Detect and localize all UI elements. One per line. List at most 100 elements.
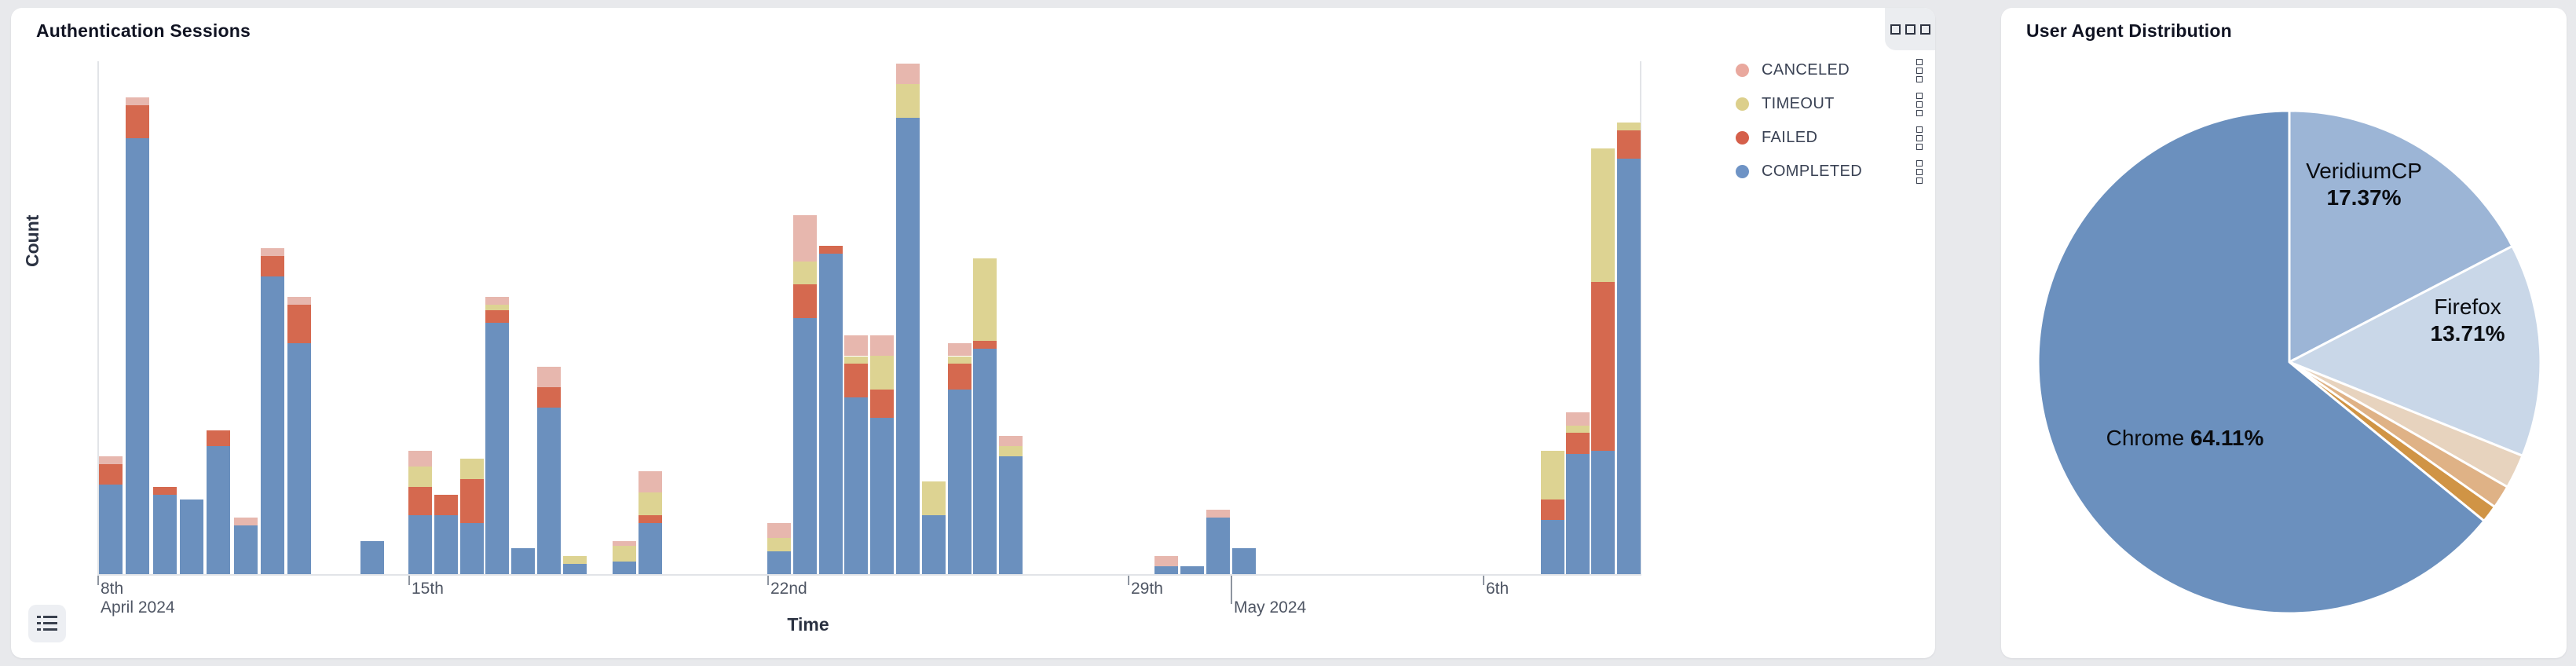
bar-segment-completed bbox=[207, 445, 230, 574]
stacked-bar[interactable] bbox=[485, 297, 509, 574]
stacked-bar[interactable] bbox=[870, 335, 894, 574]
legend-item-completed[interactable]: COMPLETED bbox=[1736, 155, 1923, 188]
stacked-bar[interactable] bbox=[434, 494, 458, 574]
pie-slice-label-veridiumcp: VeridiumCP 17.37% bbox=[2306, 159, 2422, 210]
stacked-bar[interactable] bbox=[1591, 148, 1615, 574]
legend-list-toggle-button[interactable] bbox=[28, 605, 66, 642]
bar-segment-completed bbox=[767, 551, 791, 574]
stacked-bar[interactable] bbox=[819, 246, 843, 574]
stacked-bar[interactable] bbox=[922, 481, 946, 574]
legend-item-timeout[interactable]: TIMEOUT bbox=[1736, 87, 1923, 121]
legend-item-label: CANCELED bbox=[1762, 61, 1850, 79]
stacked-bar[interactable] bbox=[99, 456, 123, 574]
pie-slice-label-chrome: Chrome 64.11% bbox=[2106, 426, 2264, 450]
pie-slice-firefox[interactable] bbox=[2288, 244, 2542, 457]
x-axis-tick bbox=[408, 576, 410, 585]
pie-slice-chrome[interactable] bbox=[2036, 109, 2486, 615]
bar-segment-completed bbox=[434, 514, 458, 574]
square-icon bbox=[1916, 159, 1923, 166]
x-axis-tick bbox=[1231, 576, 1232, 604]
bar-segment-canceled bbox=[287, 297, 311, 306]
bar-segment-completed bbox=[537, 407, 561, 574]
bar-segment-failed bbox=[1617, 130, 1641, 159]
authentication-sessions-card: Authentication Sessions Count 8th April 2… bbox=[11, 8, 1935, 658]
legend-item-failed[interactable]: FAILED bbox=[1736, 121, 1923, 155]
legend-item-menu-icon[interactable] bbox=[1915, 159, 1924, 185]
stacked-bar[interactable] bbox=[511, 548, 535, 574]
bar-segment-timeout bbox=[973, 258, 997, 341]
stacked-bar[interactable] bbox=[767, 522, 791, 574]
legend-item-menu-icon[interactable] bbox=[1915, 91, 1924, 118]
stacked-bar[interactable] bbox=[537, 366, 561, 574]
stacked-bar[interactable] bbox=[126, 97, 149, 574]
bar-segment-failed bbox=[207, 430, 230, 446]
legend-item-label: COMPLETED bbox=[1762, 163, 1863, 180]
square-icon bbox=[1916, 177, 1923, 184]
bar-segment-timeout bbox=[460, 459, 484, 480]
bar-segment-canceled bbox=[1206, 510, 1230, 518]
legend-item-canceled[interactable]: CANCELED bbox=[1736, 53, 1923, 87]
bar-segment-completed bbox=[613, 561, 636, 574]
stacked-bar-plot-area: 8th April 2024 15th 22nd 29th May 2024 6th bbox=[97, 61, 1641, 617]
bar-segment-canceled bbox=[537, 366, 561, 387]
plot-right-border-line bbox=[1640, 61, 1641, 574]
y-axis-label: Count bbox=[22, 214, 42, 267]
stacked-bar[interactable] bbox=[948, 343, 971, 574]
legend-dot-icon bbox=[1736, 165, 1749, 178]
bar-segment-timeout bbox=[922, 481, 946, 515]
bar-segment-failed bbox=[287, 305, 311, 344]
stacked-bar[interactable] bbox=[613, 540, 636, 574]
stacked-bar[interactable] bbox=[639, 471, 662, 574]
stacked-bar[interactable] bbox=[896, 64, 920, 574]
x-axis-tick-label: 22nd bbox=[770, 580, 807, 598]
bar-segment-canceled bbox=[870, 335, 894, 357]
stacked-bar[interactable] bbox=[1232, 548, 1256, 574]
bar-segment-canceled bbox=[999, 435, 1023, 446]
stacked-bar[interactable] bbox=[460, 459, 484, 574]
bar-segment-timeout bbox=[1591, 148, 1615, 282]
stacked-bar[interactable] bbox=[408, 451, 432, 574]
stacked-bar[interactable] bbox=[1154, 556, 1178, 574]
card-title-user-agent-distribution: User Agent Distribution bbox=[2026, 20, 2232, 41]
stacked-bar[interactable] bbox=[234, 518, 258, 574]
bar-segment-completed bbox=[1180, 566, 1204, 574]
bar-segment-completed bbox=[563, 563, 587, 574]
square-icon bbox=[1916, 168, 1923, 175]
stacked-bar[interactable] bbox=[844, 335, 868, 574]
stacked-bar[interactable] bbox=[180, 500, 203, 574]
stacked-bar[interactable] bbox=[360, 540, 384, 574]
stacked-bar[interactable] bbox=[999, 435, 1023, 574]
bar-segment-failed bbox=[973, 340, 997, 349]
bar-segment-canceled bbox=[844, 335, 868, 357]
stacked-bar[interactable] bbox=[261, 248, 284, 574]
square-icon bbox=[1916, 92, 1923, 99]
card-options-button[interactable] bbox=[1885, 8, 1935, 50]
bar-segment-canceled bbox=[408, 451, 432, 467]
legend-item-menu-icon[interactable] bbox=[1915, 57, 1924, 84]
bar-segment-completed bbox=[460, 522, 484, 574]
bar-segment-completed bbox=[1206, 518, 1230, 574]
bar-segment-completed bbox=[922, 514, 946, 574]
x-axis-tick-label: 8th bbox=[101, 580, 124, 598]
stacked-bar[interactable] bbox=[793, 214, 817, 574]
legend-item-menu-icon[interactable] bbox=[1915, 125, 1924, 152]
stacked-bar[interactable] bbox=[563, 556, 587, 574]
bar-segment-completed bbox=[1617, 159, 1641, 574]
bar-segment-completed bbox=[1541, 520, 1564, 574]
stacked-bar[interactable] bbox=[1566, 412, 1590, 574]
card-title-authentication-sessions: Authentication Sessions bbox=[36, 20, 251, 41]
stacked-bar[interactable] bbox=[207, 430, 230, 574]
stacked-bar[interactable] bbox=[1206, 510, 1230, 574]
bar-segment-timeout bbox=[999, 445, 1023, 456]
bar-segment-failed bbox=[485, 309, 509, 324]
pie-slice-veridiumcp[interactable] bbox=[2288, 109, 2514, 364]
stacked-bar[interactable] bbox=[1541, 451, 1564, 574]
stacked-bar[interactable] bbox=[153, 487, 177, 574]
bar-segment-failed bbox=[793, 284, 817, 318]
stacked-bar[interactable] bbox=[287, 297, 311, 574]
stacked-bar[interactable] bbox=[1180, 566, 1204, 574]
bar-segment-completed bbox=[819, 253, 843, 574]
bar-segment-failed bbox=[261, 256, 284, 277]
stacked-bar[interactable] bbox=[1617, 123, 1641, 574]
stacked-bar[interactable] bbox=[973, 258, 997, 574]
